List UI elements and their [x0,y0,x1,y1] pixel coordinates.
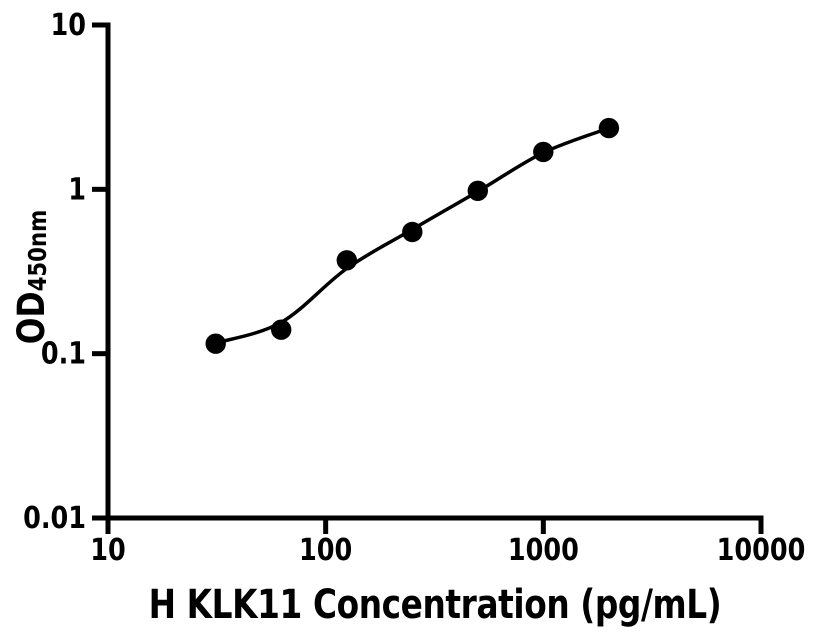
x-tick-label: 10000 [717,532,806,568]
data-point-marker [533,141,554,163]
data-point-marker [402,221,423,243]
data-point-marker [336,250,357,271]
y-axis-ticks: 0.01 0.1 1 10 [23,7,108,536]
x-axis-title: H KLK11 Concentration (pg/mL) [149,581,722,628]
y-tick-label: 0.01 [23,500,86,536]
x-axis-ticks: 10 100 1000 10000 [90,518,805,568]
data-points [205,117,620,354]
x-tick-label: 100 [299,532,352,568]
axes [105,22,764,521]
y-axis-title-sub: 450nm [23,210,52,292]
x-tick-label: 1000 [508,532,579,568]
y-axis-title: OD450nm [11,210,54,344]
data-point-marker [205,333,226,354]
data-point-marker [467,180,488,201]
data-point-marker [271,319,292,340]
y-axis-title-main: OD [11,291,54,344]
y-tick-label: 1 [68,171,86,207]
y-tick-label: 0.1 [41,336,86,372]
y-tick-label: 10 [51,7,86,43]
data-point-marker [598,117,620,139]
x-tick-label: 10 [90,532,125,568]
